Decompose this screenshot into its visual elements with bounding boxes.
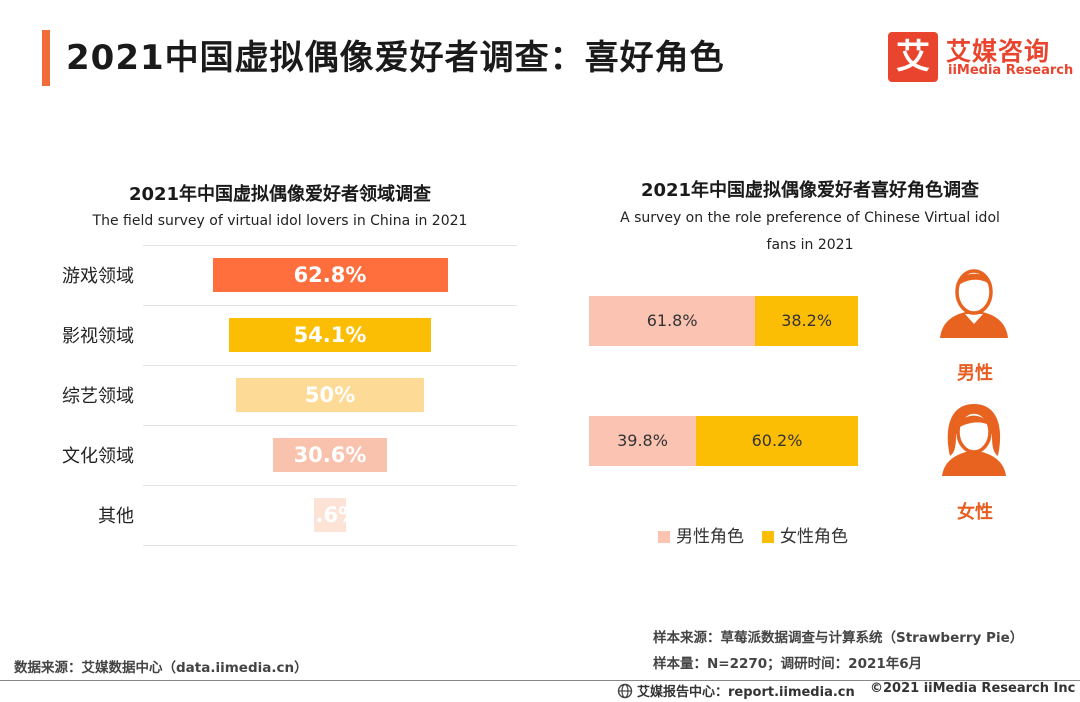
globe-icon: [617, 683, 633, 699]
legend-text-male-role: 男性角色: [676, 527, 744, 547]
bar-value-label: 62.8%: [293, 263, 367, 287]
legend-swatch-female-role: [762, 531, 774, 543]
right-chart-subtitle-line-1: A survey on the role preference of Chine…: [620, 210, 1000, 226]
right-chart-subtitle-line-2: fans in 2021: [766, 237, 854, 253]
segment-value-label: 60.2%: [751, 431, 803, 450]
male-label: 男性: [957, 363, 993, 384]
title-accent-bar: [42, 30, 50, 86]
logo-mark: 艾: [888, 32, 938, 82]
grid-line: [143, 425, 517, 426]
grid-line: [143, 245, 517, 246]
bar: [314, 498, 346, 532]
right-chart-subtitle: A survey on the role preference of Chine…: [585, 205, 1035, 259]
data-source-note: 数据来源：艾媒数据中心（data.iimedia.cn）: [14, 660, 308, 676]
stacked-bar-segment: [696, 416, 858, 466]
right-chart-title: 2021年中国虚拟偶像爱好者喜好角色调查: [640, 180, 980, 201]
category-label: 影视领域: [62, 326, 134, 347]
legend-swatch-male-role: [658, 531, 670, 543]
report-center-link[interactable]: 艾媒报告中心：report.iimedia.cn: [637, 685, 855, 700]
left-chart-subtitle: The field survey of virtual idol lovers …: [92, 213, 468, 229]
bar-value-label: 1.6%: [300, 503, 360, 527]
category-label: 游戏领域: [62, 266, 134, 287]
category-label: 文化领域: [62, 446, 134, 467]
stacked-bar-segment: [755, 296, 858, 346]
category-label: 综艺领域: [62, 386, 134, 407]
grid-line: [143, 305, 517, 306]
brand-logo: 艾 艾媒咨询 iiMedia Research: [888, 32, 1073, 82]
sample-source-note: 样本来源：草莓派数据调查与计算系统（Strawberry Pie）: [653, 630, 1024, 646]
category-label: 其他: [98, 506, 134, 527]
bar: [212, 258, 448, 292]
bar: [236, 378, 424, 412]
legend-male-role: 男性角色: [658, 522, 744, 547]
grid-line: [143, 545, 517, 546]
grid-line: [143, 485, 517, 486]
segment-value-label: 39.8%: [617, 431, 668, 450]
footer-divider: [0, 680, 1080, 681]
legend-text-female-role: 女性角色: [780, 527, 848, 547]
page-title: 2021中国虚拟偶像爱好者调查：喜好角色: [66, 38, 725, 78]
grid-line: [143, 365, 517, 366]
stacked-bar-segment: [589, 416, 697, 466]
logo-text-cn: 艾媒咨询: [946, 37, 1051, 66]
copyright: ©2021 iiMedia Research Inc: [870, 681, 1076, 696]
stacked-bar-segment: [589, 296, 756, 346]
sample-size-note: 样本量：N=2270；调研时间：2021年6月: [653, 656, 923, 672]
bar: [272, 438, 388, 472]
left-chart-title: 2021年中国虚拟偶像爱好者领域调查: [128, 184, 432, 205]
bar-value-label: 54.1%: [293, 323, 367, 347]
male-avatar-icon: [940, 269, 1008, 338]
bar: [228, 318, 432, 352]
segment-value-label: 38.2%: [781, 311, 833, 330]
bar-value-label: 50%: [304, 383, 356, 407]
logo-text-en: iiMedia Research: [948, 63, 1074, 78]
bar-value-label: 30.6%: [293, 443, 367, 467]
segment-value-label: 61.8%: [646, 311, 698, 330]
female-avatar-icon: [942, 404, 1006, 476]
legend-female-role: 女性角色: [762, 522, 848, 547]
female-label: 女性: [957, 502, 993, 523]
